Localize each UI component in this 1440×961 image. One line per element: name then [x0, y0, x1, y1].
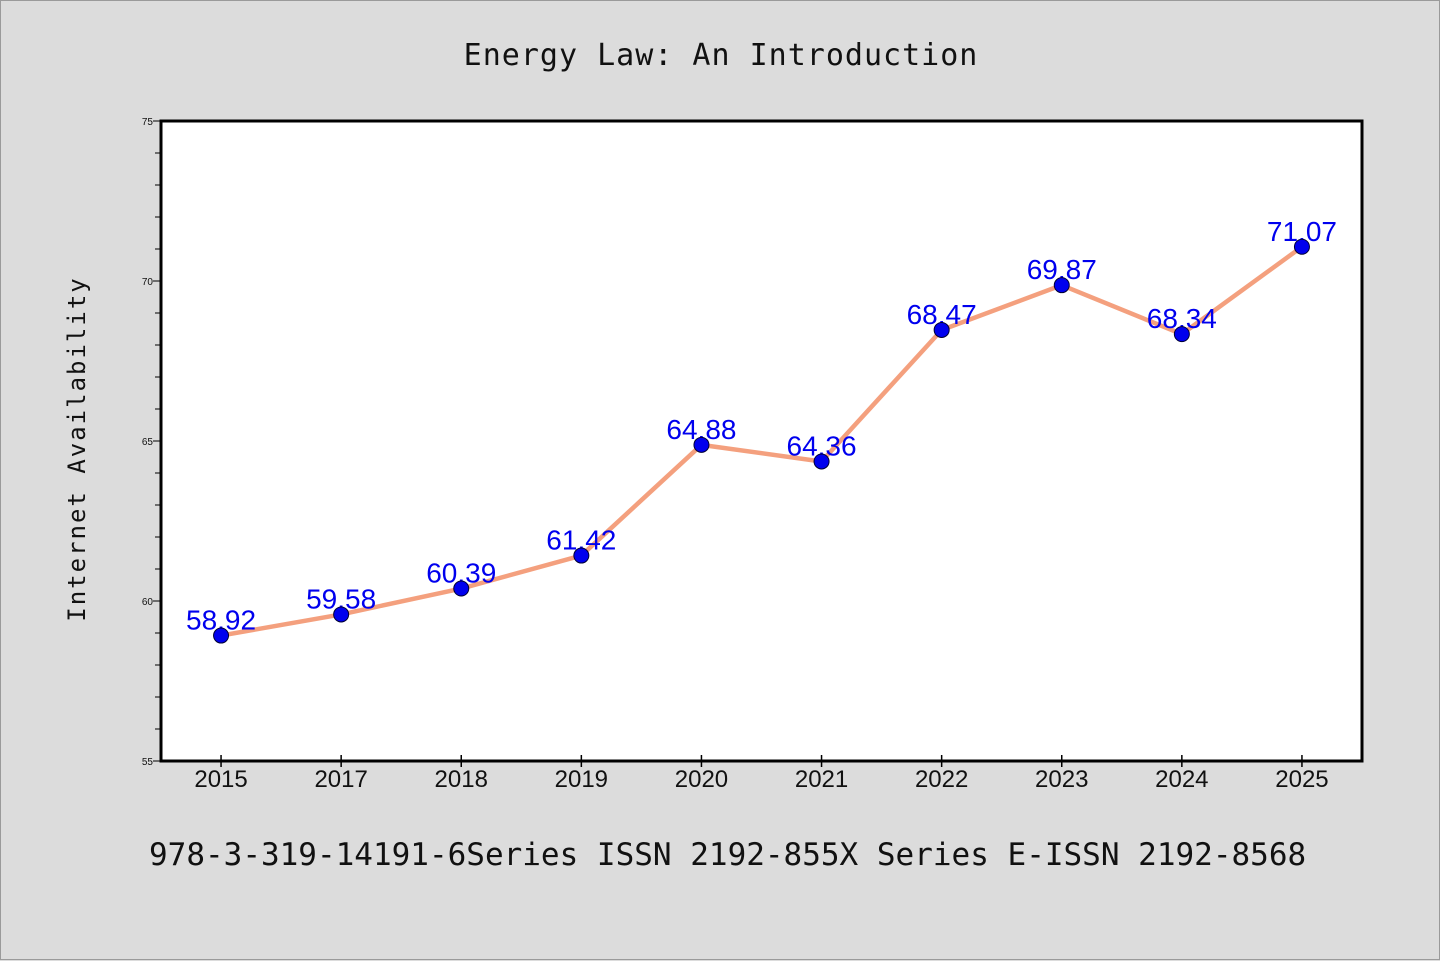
data-point [1053, 277, 1070, 294]
y-axis: 55 60 65 70 75 [142, 117, 161, 768]
x-tick-label: 2019 [555, 766, 608, 793]
data-point [1173, 326, 1190, 343]
chart-title: Energy Law: An Introduction [464, 38, 979, 73]
plot-area [159, 119, 1364, 763]
series-line [218, 244, 1305, 638]
x-tick-label: 2020 [675, 766, 728, 793]
y-tick-label: 55 [142, 757, 154, 768]
y-tick-label: 65 [142, 437, 154, 448]
x-tick-label: 2022 [915, 766, 968, 793]
x-tick-label: 2021 [795, 766, 848, 793]
data-point [333, 606, 350, 623]
data-point [453, 580, 470, 597]
y-axis-label: Internet Availability [63, 276, 91, 621]
x-tick-label: 2018 [435, 766, 488, 793]
data-point [933, 321, 950, 338]
data-point [693, 436, 710, 453]
x-axis: 2015 2017 2018 2019 2020 2021 2022 2023 2024 2025 [194, 755, 1329, 793]
x-tick-label: 2023 [1035, 766, 1088, 793]
y-tick-label: 70 [142, 277, 154, 288]
data-point [213, 627, 230, 644]
data-point [813, 453, 830, 470]
series-layer: 58.9259.5860.3961.4264.8864.3668.4769.87… [186, 216, 1337, 644]
x-tick-label: 2015 [194, 766, 247, 793]
x-tick-label: 2017 [314, 766, 367, 793]
x-tick-label: 2025 [1275, 766, 1328, 793]
x-tick-label: 2024 [1155, 766, 1208, 793]
data-point [573, 547, 590, 564]
y-tick-label: 75 [142, 117, 154, 128]
footer-text: 978-3-319-14191-6Series ISSN 2192-855X S… [149, 837, 1306, 873]
data-point [1293, 238, 1310, 255]
y-tick-label: 60 [142, 597, 154, 608]
